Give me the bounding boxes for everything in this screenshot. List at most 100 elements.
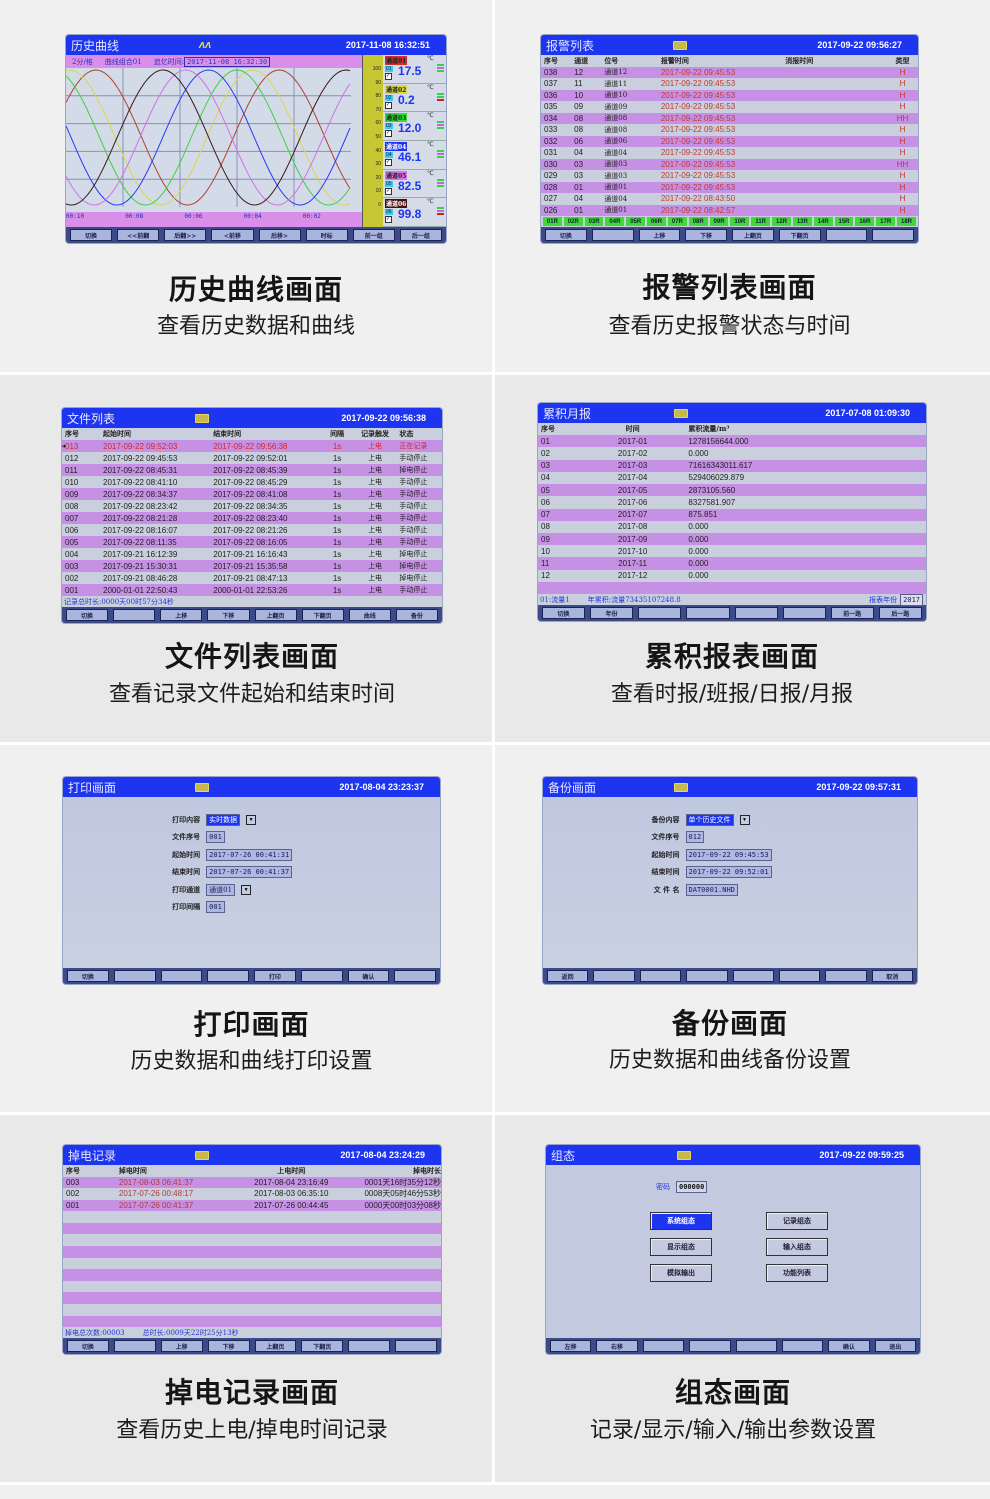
softkey-button[interactable]: <前移 <box>211 229 254 241</box>
table-row[interactable]: 007 2017-09-22 08:21:28 2017-09-22 08:23:4… <box>62 512 442 524</box>
chevron-down-icon[interactable]: ▼ <box>241 884 252 895</box>
softkey-button[interactable]: 上移 <box>638 229 681 241</box>
table-row[interactable]: 003 2017-08-03 06:41:37 2017-08-04 23:16:4… <box>63 1176 441 1189</box>
table-row[interactable]: 029 03 通道03 2017-09-22 09:45:53 H <box>541 170 918 182</box>
table-row[interactable]: 08 2017-08 0.000 <box>538 520 926 533</box>
softkey-button[interactable]: 下翻页 <box>301 609 344 621</box>
softkey-button[interactable] <box>113 970 156 982</box>
empty-table-row[interactable] <box>538 581 926 595</box>
channel-visible-checkbox[interactable]: ✓ <box>385 187 392 195</box>
channel-visible-checkbox[interactable]: ✓ <box>385 216 392 224</box>
softkey-button[interactable]: 切换 <box>66 609 109 621</box>
empty-table-row[interactable] <box>63 1280 441 1293</box>
table-row[interactable]: 004 2017-09-21 16:12:39 2017-09-21 16:16:4… <box>62 548 442 560</box>
table-row[interactable]: 005 2017-09-22 08:11:35 2017-09-22 08:16:0… <box>62 536 442 548</box>
table-row[interactable]: 026 01 通道01 2017-09-22 08:42:57 H <box>541 204 918 216</box>
field-dropdown[interactable]: 通道01 <box>206 883 236 896</box>
softkey-button[interactable] <box>300 970 343 982</box>
softkey-button[interactable] <box>778 970 821 982</box>
softkey-button[interactable]: 下翻页 <box>301 1340 344 1352</box>
softkey-button[interactable]: 曲线 <box>348 609 391 621</box>
table-row[interactable]: 002 2017-09-21 08:46:28 2017-09-21 08:47:1… <box>62 572 442 584</box>
softkey-button[interactable]: 上移 <box>160 609 203 621</box>
softkey-button[interactable]: 下翻页 <box>778 229 821 241</box>
table-row[interactable]: 002 2017-07-26 00:48:17 2017-08-03 06:35:1… <box>63 1188 441 1200</box>
softkey-button[interactable] <box>113 609 156 621</box>
table-row[interactable]: 09 2017-09 0.000 <box>538 532 926 546</box>
table-row[interactable]: 035 09 通道09 2017-09-22 09:45:53 H <box>541 101 918 113</box>
softkey-button[interactable] <box>781 1340 824 1352</box>
empty-table-row[interactable] <box>63 1292 441 1304</box>
chevron-down-icon[interactable]: ▼ <box>246 814 257 825</box>
table-row[interactable]: 003 2017-09-21 15:30:31 2017-09-21 15:35:5… <box>62 560 442 572</box>
report-year-input[interactable]: 2017 <box>900 593 923 606</box>
softkey-button[interactable]: 切换 <box>67 1340 109 1352</box>
softkey-button[interactable] <box>593 970 635 982</box>
table-row[interactable]: 009 2017-09-22 08:34:37 2017-09-22 08:41:0… <box>62 488 442 500</box>
recall-time-input[interactable]: 2017-11-08 16:32:30 <box>184 56 271 67</box>
table-row[interactable]: 012 2017-09-22 09:45:53 2017-09-22 09:52:0… <box>62 452 442 464</box>
table-row[interactable]: 036 10 通道10 2017-09-22 09:45:53 H <box>541 89 918 101</box>
table-row[interactable]: 030 03 通道03 2017-09-22 09:45:53 HH <box>541 158 918 170</box>
table-row[interactable]: 032 06 通道06 2017-09-22 09:45:53 H <box>541 135 918 147</box>
softkey-button[interactable]: <<前翻 <box>117 229 160 241</box>
channel-visible-checkbox[interactable]: ✓ <box>385 159 392 167</box>
table-row[interactable]: 001 2017-07-26 00:41:37 2017-07-26 00:44:4… <box>63 1199 441 1212</box>
table-row[interactable]: 013 2017-09-22 09:52:03 2017-09-22 09:56:3… <box>62 440 442 452</box>
softkey-button[interactable] <box>639 970 682 982</box>
softkey-button[interactable]: 后移> <box>258 229 301 241</box>
softkey-button[interactable] <box>686 970 728 982</box>
table-row[interactable]: 03 2017-03 71616343011.617 <box>538 459 926 472</box>
softkey-button[interactable] <box>825 229 868 241</box>
config-menu-button[interactable]: 模拟输出 <box>650 1264 712 1282</box>
table-row[interactable]: 02 2017-02 0.000 <box>538 447 926 460</box>
channel-visible-checkbox[interactable]: ✓ <box>385 101 392 109</box>
softkey-button[interactable] <box>207 970 249 982</box>
field-input[interactable]: 2017-07-26 00:41:31 <box>206 848 293 861</box>
table-row[interactable]: 12 2017-12 0.000 <box>538 569 926 582</box>
softkey-button[interactable]: 切换 <box>542 607 586 619</box>
channel-readout[interactable]: 通道02 ℃ 02 ✓ 0.2 <box>383 84 446 113</box>
softkey-button[interactable]: 右移 <box>596 1340 638 1352</box>
table-row[interactable]: 11 2017-11 0.000 <box>538 557 926 570</box>
field-input[interactable]: 2017-07-26 00:41:37 <box>206 866 293 879</box>
password-input[interactable]: 000000 <box>676 1181 708 1193</box>
softkey-button[interactable]: 年份 <box>590 607 634 619</box>
empty-table-row[interactable] <box>63 1222 441 1235</box>
softkey-button[interactable]: 后翻>> <box>164 229 207 241</box>
softkey-button[interactable] <box>348 1340 391 1352</box>
softkey-button[interactable] <box>735 1340 777 1352</box>
field-input[interactable]: 001 <box>206 831 225 844</box>
channel-readout[interactable]: 通道06 ℃ 06 ✓ 99.8 <box>383 198 446 228</box>
softkey-button[interactable] <box>872 229 914 241</box>
config-menu-button[interactable]: 输入组态 <box>766 1238 828 1256</box>
table-row[interactable]: 10 2017-10 0.000 <box>538 545 926 558</box>
field-input[interactable]: 2017-09-22 09:52:01 <box>685 866 772 879</box>
table-row[interactable]: 028 01 通道01 2017-09-22 09:45:53 H <box>541 181 918 193</box>
field-input[interactable]: DAT0001.NHD <box>685 883 738 896</box>
softkey-button[interactable] <box>160 970 203 982</box>
softkey-button[interactable] <box>686 607 730 619</box>
table-row[interactable]: 008 2017-09-22 08:23:42 2017-09-22 08:34:3… <box>62 500 442 512</box>
table-row[interactable]: 011 2017-09-22 08:45:31 2017-09-22 08:45:3… <box>62 464 442 476</box>
channel-readout[interactable]: 通道05 ℃ 05 ✓ 82.5 <box>383 170 446 199</box>
empty-table-row[interactable] <box>63 1269 441 1281</box>
table-row[interactable]: 027 04 通道04 2017-09-22 08:43:50 H <box>541 193 918 205</box>
softkey-button[interactable]: 返回 <box>547 970 589 982</box>
softkey-button[interactable]: 切换 <box>70 229 113 241</box>
empty-table-row[interactable] <box>63 1234 441 1247</box>
softkey-button[interactable]: 后一组 <box>399 229 442 241</box>
chevron-down-icon[interactable]: ▼ <box>739 814 750 825</box>
softkey-button[interactable]: 退出 <box>874 1340 916 1352</box>
config-menu-button[interactable]: 功能列表 <box>766 1264 828 1282</box>
softkey-button[interactable]: 时标 <box>305 229 348 241</box>
channel-readout[interactable]: 通道01 ℃ 01 ✓ 17.5 <box>383 55 446 84</box>
field-input[interactable]: 2017-09-22 09:45:53 <box>685 848 772 861</box>
softkey-button[interactable] <box>734 607 778 619</box>
field-dropdown[interactable]: 单个历史文件 <box>685 813 734 826</box>
softkey-button[interactable]: 打印 <box>254 970 296 982</box>
table-row[interactable]: 010 2017-09-22 08:41:10 2017-09-22 08:45:2… <box>62 476 442 488</box>
softkey-button[interactable]: 上翻页 <box>254 609 297 621</box>
softkey-button[interactable]: 确认 <box>828 1340 870 1352</box>
table-row[interactable]: 037 11 通道11 2017-09-22 09:45:53 H <box>541 78 918 90</box>
